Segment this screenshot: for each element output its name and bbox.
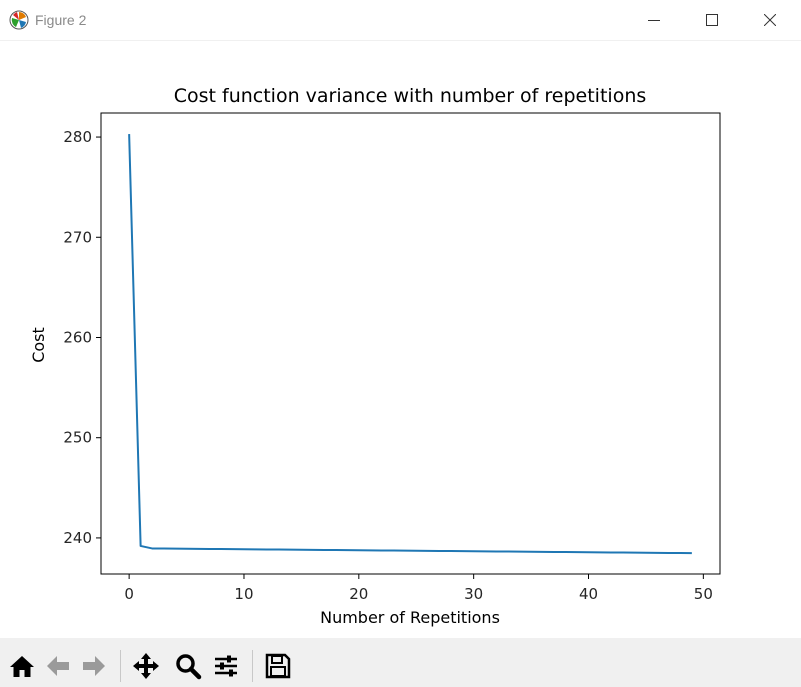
arrow-right-icon (83, 656, 105, 676)
pan-button[interactable] (130, 650, 162, 682)
home-icon (10, 656, 34, 677)
close-icon (764, 14, 776, 26)
x-tick-label: 20 (349, 585, 368, 603)
maximize-icon (706, 14, 718, 26)
sliders-icon (215, 655, 237, 677)
zoom-button[interactable] (172, 650, 204, 682)
floppy-disk-icon (265, 653, 291, 679)
x-axis-label: Number of Repetitions (320, 608, 500, 627)
chart-title: Cost function variance with number of re… (174, 85, 647, 107)
save-button[interactable] (262, 650, 294, 682)
figure-canvas[interactable]: Cost function variance with number of re… (0, 41, 801, 638)
maximize-button[interactable] (683, 0, 741, 40)
navigation-toolbar (0, 638, 801, 687)
y-tick-label: 240 (63, 529, 92, 547)
window-title: Figure 2 (35, 12, 87, 28)
y-tick-label: 250 (63, 429, 92, 447)
axes-frame (100, 112, 721, 575)
arrow-left-icon (47, 656, 69, 676)
x-tick-label: 50 (694, 585, 713, 603)
y-axis-label: Cost (29, 327, 48, 363)
toolbar-separator (252, 650, 253, 682)
x-tick-label: 0 (124, 585, 134, 603)
matplotlib-icon (9, 10, 29, 30)
y-tick-label: 270 (63, 228, 92, 246)
configure-subplots-button[interactable] (210, 650, 242, 682)
x-tick-label: 30 (464, 585, 483, 603)
x-tick-label: 10 (234, 585, 253, 603)
toolbar-separator (120, 650, 121, 682)
y-tick-label: 260 (63, 328, 92, 346)
forward-button[interactable] (78, 650, 110, 682)
line-chart: Cost function variance with number of re… (29, 85, 721, 627)
window-titlebar: Figure 2 (0, 0, 801, 41)
y-tick-label: 280 (63, 128, 92, 146)
back-button[interactable] (42, 650, 74, 682)
magnifier-icon (176, 654, 202, 680)
series-line (128, 134, 692, 555)
x-tick-label: 40 (579, 585, 598, 603)
plot-area: 0 10 20 30 40 50 240 250 260 270 280 (63, 112, 721, 603)
close-button[interactable] (741, 0, 799, 40)
minimize-icon (648, 20, 660, 21)
home-button[interactable] (6, 650, 38, 682)
minimize-button[interactable] (625, 0, 683, 40)
move-icon (133, 653, 159, 679)
